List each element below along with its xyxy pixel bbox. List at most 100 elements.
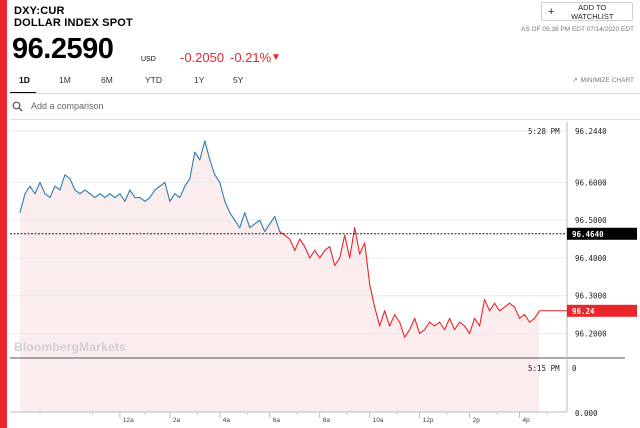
series-segment (479, 298, 486, 327)
series-segment (274, 215, 281, 233)
series-segment (89, 193, 96, 199)
series-segment (49, 185, 56, 199)
series-segment (154, 185, 161, 191)
tab-ytd[interactable]: YTD (145, 75, 162, 85)
series-segment (284, 234, 291, 240)
series-segment (294, 238, 301, 251)
series-segment (29, 185, 36, 195)
series-segment (489, 302, 496, 312)
x-tick-label: 2p (473, 417, 481, 424)
x-tick-label: 2a (173, 417, 181, 424)
series-segment (513, 306, 521, 319)
series-segment (319, 249, 326, 259)
series-segment (84, 189, 91, 195)
series-segment (209, 159, 216, 176)
tab-5y[interactable]: 5Y (233, 75, 244, 85)
minimize-chart-label: MINIMIZE CHART (580, 76, 634, 84)
series-segment (289, 238, 296, 251)
comparison-input[interactable] (29, 100, 333, 112)
collapse-icon: ↗ (572, 77, 578, 84)
series-segment (214, 174, 221, 183)
high-value-label: 96.2440 (575, 127, 607, 136)
tab-6m[interactable]: 6M (101, 75, 113, 85)
percent-change: -0.21% (230, 50, 272, 65)
series-segment (129, 189, 136, 199)
series-segment (509, 302, 516, 308)
series-segment (189, 151, 196, 180)
accent-bar (0, 0, 7, 428)
series-segment (374, 306, 381, 327)
timestamp: AS OF 05:38 PM EDT 07/14/2020 EDT (521, 26, 634, 33)
tab-1d[interactable]: 1D (19, 75, 30, 85)
series-segment (494, 302, 501, 312)
series-segment (19, 193, 26, 214)
series-segment (94, 193, 101, 199)
add-to-watchlist-label: ADD TO WATCHLIST (570, 2, 614, 21)
secondary-axis-tick: 0.000 (575, 409, 598, 418)
series-segment (419, 329, 426, 335)
series-segment (439, 321, 446, 331)
series-segment (139, 196, 146, 202)
series-segment (399, 321, 406, 338)
series-segment (349, 227, 356, 259)
series-segment (384, 310, 391, 327)
series-segment (264, 223, 271, 233)
bloomberg-markets-watermark: BloombergMarkets (14, 340, 126, 354)
series-segment (149, 189, 156, 199)
x-tick-label: 10a (373, 417, 384, 424)
last-price-value: 96.24 (572, 307, 595, 316)
series-segment (224, 200, 231, 214)
series-segment (518, 314, 526, 319)
series-segment (379, 310, 386, 327)
x-tick-label: 12p (423, 417, 434, 424)
series-segment (119, 193, 126, 202)
series-segment (44, 193, 51, 199)
tab-1y[interactable]: 1Y (194, 75, 205, 85)
ticker-symbol: DXY:CUR (14, 5, 65, 17)
x-tick-label: 4a (223, 417, 231, 424)
series-segment (64, 174, 71, 180)
series-segment (528, 317, 536, 323)
series-segment (164, 181, 171, 202)
x-tick-label: 4p (523, 417, 531, 424)
previous-close-value: 96.4640 (572, 230, 604, 239)
series-segment (299, 238, 306, 248)
series-segment (204, 140, 211, 161)
y-tick-label: 96.5000 (575, 216, 607, 225)
series-segment (469, 317, 476, 335)
series-segment (449, 317, 456, 331)
y-tick-label: 96.3000 (575, 292, 607, 301)
series-segment (324, 246, 331, 251)
low-value-label: 0 (572, 364, 577, 373)
series-segment (144, 196, 151, 202)
series-segment (434, 321, 441, 327)
series-segment (229, 212, 236, 221)
low-time-label: 5:15 PM (528, 364, 560, 373)
series-segment (484, 298, 491, 312)
divider (10, 93, 640, 94)
series-segment (244, 212, 251, 229)
high-time-label: 5:28 PM (528, 127, 560, 136)
series-segment (74, 189, 81, 195)
series-segment (124, 189, 131, 202)
series-segment (54, 185, 61, 191)
tab-1m[interactable]: 1M (59, 75, 71, 85)
series-segment (354, 227, 361, 255)
series-segment (34, 181, 41, 195)
series-segment (194, 151, 201, 161)
series-segment (339, 234, 346, 259)
currency-label: USD (141, 56, 156, 63)
series-segment (249, 223, 256, 229)
series-segment (314, 249, 321, 259)
series-segment (219, 181, 226, 202)
price-change: -0.2050 (180, 50, 225, 65)
add-to-watchlist-button[interactable]: + ADD TO WATCHLIST (541, 2, 633, 21)
series-segment (109, 193, 116, 199)
series-segment (474, 317, 481, 327)
y-tick-label: 96.6000 (575, 178, 607, 187)
minimize-chart-button[interactable]: ↗ MINIMIZE CHART (572, 76, 634, 85)
series-segment (499, 306, 506, 312)
series-segment (259, 219, 266, 233)
series-segment (533, 310, 541, 319)
